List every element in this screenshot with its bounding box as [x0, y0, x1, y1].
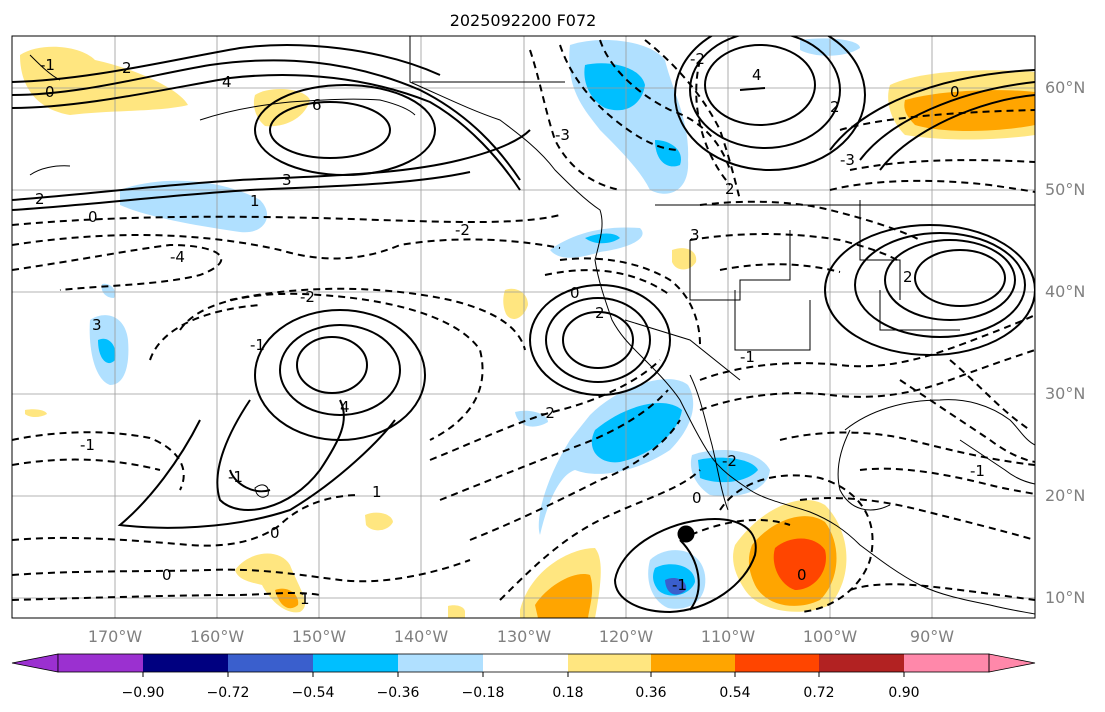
contour-label: -3	[840, 151, 855, 169]
colorbar-over-arrow	[988, 653, 1036, 673]
contour-label: 4	[222, 73, 232, 91]
coastlines	[29, 36, 1035, 615]
colorbar-tick-label: −0.36	[377, 685, 420, 701]
colorbar-tick-label: −0.72	[207, 685, 250, 701]
contour-label: 2	[903, 268, 913, 286]
contour-label: 0	[797, 566, 807, 584]
lon-label: 110°W	[701, 627, 756, 646]
colorbar-segment	[143, 654, 228, 672]
contour-label: 1	[300, 590, 310, 608]
colorbar-under-arrow	[11, 653, 59, 673]
contour-label: 2	[830, 98, 840, 116]
longitude-labels: 170°W 160°W 150°W 140°W 130°W 120°W 110°…	[88, 627, 954, 646]
contour-label: 2	[595, 304, 605, 322]
contour-label: 3	[282, 171, 292, 189]
storm-center-marker	[677, 525, 695, 543]
contour-label: 2	[35, 190, 45, 208]
contour-label: -1	[228, 468, 243, 486]
colorbar-tick-label: 0.54	[719, 685, 750, 701]
lat-label: 50°N	[1045, 180, 1085, 199]
contour-label: -2	[540, 404, 555, 422]
colorbar-tick-label: 0.36	[635, 685, 666, 701]
contour-label: 4	[340, 398, 350, 416]
map-title: 2025092200 F072	[450, 11, 597, 30]
colorbar-segment	[568, 654, 651, 672]
contour-label: -1	[250, 336, 265, 354]
colorbar-segment	[228, 654, 313, 672]
map-frame	[11, 35, 1036, 619]
lon-label: 140°W	[394, 627, 449, 646]
contour-label: 0	[692, 489, 702, 507]
contour-label: 3	[690, 226, 700, 244]
colorbar-segment	[483, 654, 568, 672]
lon-label: 100°W	[803, 627, 858, 646]
contour-label: -2	[722, 452, 737, 470]
contour-label: 0	[45, 83, 55, 101]
colorbar-tick-label: 0.90	[888, 685, 919, 701]
lon-label: 120°W	[599, 627, 654, 646]
colorbar-tick-label: 0.72	[803, 685, 834, 701]
lon-label: 160°W	[190, 627, 245, 646]
contour-label: 3	[92, 316, 102, 334]
lat-label: 30°N	[1045, 384, 1085, 403]
lon-label: 150°W	[292, 627, 347, 646]
contour-label: 2	[122, 59, 132, 77]
contour-label: -1	[970, 462, 985, 480]
colorbar-tick-label: −0.18	[462, 685, 505, 701]
contour-label: 6	[312, 96, 322, 114]
colorbar-segment	[313, 654, 398, 672]
contour-label: -1	[80, 436, 95, 454]
colorbar-tick-label: −0.90	[122, 685, 165, 701]
contour-label: -1	[740, 348, 755, 366]
contour-label: 0	[88, 208, 98, 226]
colorbar-segment	[819, 654, 904, 672]
colorbar-segment	[651, 654, 735, 672]
contour-label: -2	[455, 221, 470, 239]
lon-label: 90°W	[910, 627, 954, 646]
colorbar-tick-label: −0.54	[292, 685, 335, 701]
contour-label: 4	[752, 66, 762, 84]
colorbar-segment	[735, 654, 819, 672]
lat-label: 10°N	[1045, 588, 1085, 607]
colorbar: −0.90 −0.72 −0.54 −0.36 −0.18 0.18 0.36 …	[11, 653, 1036, 701]
solid-contours	[12, 36, 1035, 614]
contour-label: 1	[250, 192, 260, 210]
graticule	[12, 36, 1035, 618]
contour-label: 2	[725, 180, 735, 198]
map-area: -1 0 2 4 6 -3 3 -4 2 0 -2 1 4 3 2 -2 2 -…	[12, 36, 1035, 618]
contour-label: -4	[170, 248, 185, 266]
contour-label: 0	[570, 284, 580, 302]
lat-label: 20°N	[1045, 486, 1085, 505]
colorbar-segment	[398, 654, 483, 672]
colorbar-segment	[58, 654, 143, 672]
contour-label: -3	[555, 126, 570, 144]
contour-label: -2	[690, 50, 705, 68]
contour-label: 0	[270, 524, 280, 542]
contour-labels: -1 0 2 4 6 -3 3 -4 2 0 -2 1 4 3 2 -2 2 -…	[35, 50, 985, 608]
contour-label: -2	[300, 288, 315, 306]
lat-label: 40°N	[1045, 282, 1085, 301]
lon-label: 170°W	[88, 627, 143, 646]
colorbar-tick-label: 0.18	[552, 685, 583, 701]
contour-label: 1	[372, 483, 382, 501]
latitude-labels: 60°N 50°N 40°N 30°N 20°N 10°N	[1045, 78, 1085, 607]
contour-label: 0	[950, 83, 960, 101]
colorbar-ticks	[142, 672, 905, 677]
lon-label: 130°W	[497, 627, 552, 646]
contour-label: -1	[40, 56, 55, 74]
contour-label: -1	[672, 576, 687, 594]
lat-label: 60°N	[1045, 78, 1085, 97]
dashed-contours	[12, 39, 1035, 613]
colorbar-segment	[904, 654, 989, 672]
shaded-anomalies	[20, 38, 1035, 618]
contour-label: 0	[162, 566, 172, 584]
